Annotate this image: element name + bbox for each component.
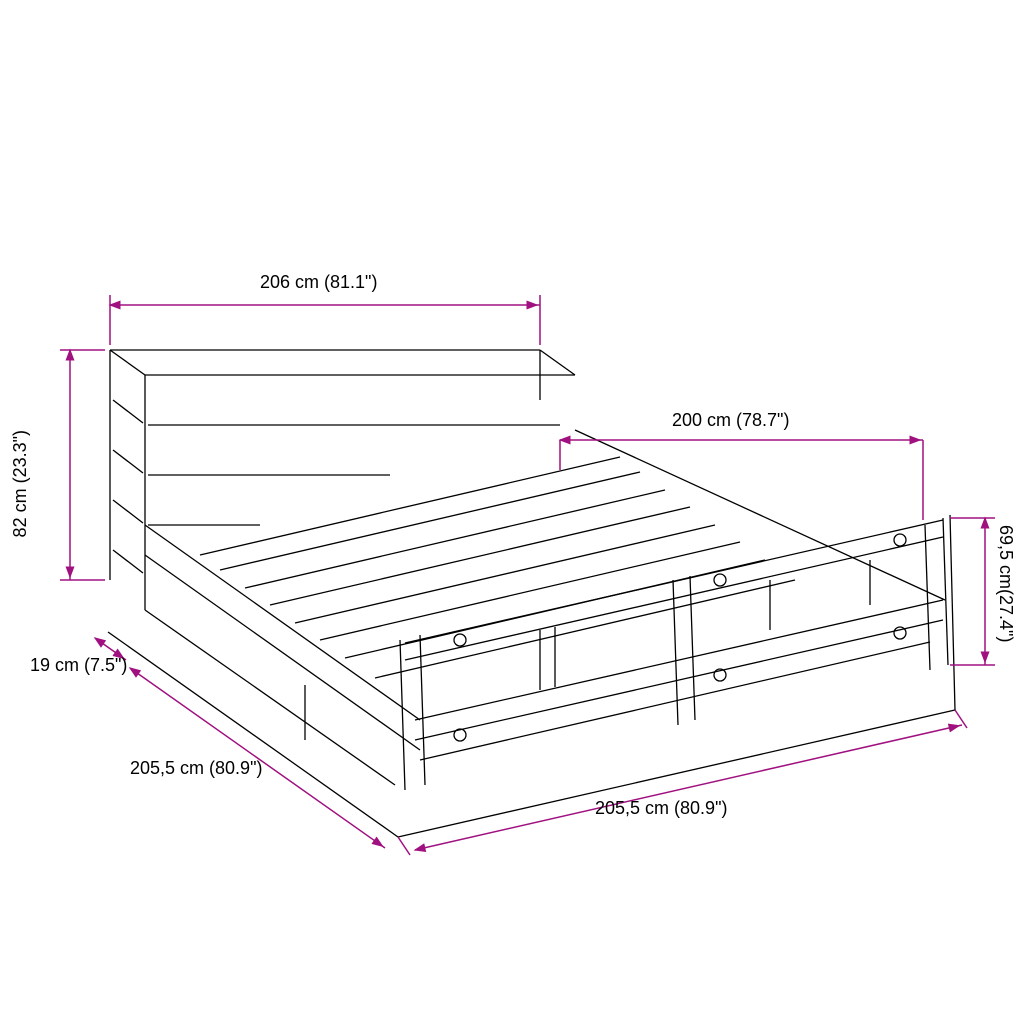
drawing-canvas: 206 cm (81.1") 200 cm (78.7") 82 cm (23.… [0, 0, 1024, 1024]
dim-depth-short: 19 cm (7.5") [30, 655, 127, 676]
drawing-svg [0, 0, 1024, 1024]
dim-depth-left: 205,5 cm (80.9") [130, 758, 262, 779]
dim-depth-right: 205,5 cm (80.9") [595, 798, 727, 819]
dim-inner-width: 200 cm (78.7") [672, 410, 789, 431]
dim-top-width: 206 cm (81.1") [260, 272, 377, 293]
dim-left-height: 82 cm (23.3") [10, 430, 31, 537]
dim-right-height: 69,5 cm(27.4") [995, 525, 1016, 642]
